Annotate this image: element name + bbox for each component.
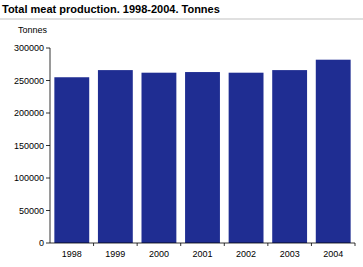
y-tick-label: 0 [39,238,44,248]
bar [185,72,220,243]
x-tick-label: 1999 [105,249,125,259]
x-tick [93,243,94,246]
y-tick-label: 300000 [14,43,44,53]
x-tick-label: 1998 [62,249,82,259]
x-tick [224,243,225,246]
y-tick [46,210,50,211]
y-tick [46,178,50,179]
x-tick-label: 2000 [149,249,169,259]
y-tick-label: 250000 [14,76,44,86]
x-tick-label: 2003 [280,249,300,259]
x-tick [311,243,312,246]
x-axis [50,243,355,244]
bar [142,73,177,243]
chart-container: Total meat production. 1998-2004. Tonnes… [0,0,363,267]
y-tick [46,80,50,81]
y-tick-label: 100000 [14,173,44,183]
y-tick-label: 150000 [14,141,44,151]
title: Total meat production. 1998-2004. Tonnes [2,3,220,15]
bar [272,70,307,243]
x-tick-label: 2004 [323,249,343,259]
bar [229,73,264,243]
x-tick [267,243,268,246]
y-tick [46,48,50,49]
y-axis-label: Tonnes [18,25,48,35]
bar [54,77,89,243]
chart: Total meat production. 1998-2004. Tonnes… [0,0,363,267]
x-tick [355,243,356,246]
y-tick [46,243,50,244]
y-tick [46,113,50,114]
bar [316,60,351,243]
x-tick-label: 2002 [236,249,256,259]
y-tick-label: 200000 [14,108,44,118]
y-tick-label: 50000 [19,206,44,216]
x-tick [137,243,138,246]
bars [54,60,350,243]
y-tick [46,145,50,146]
bar [98,70,133,243]
x-tick [180,243,181,246]
x-tick-label: 2001 [192,249,212,259]
title-rule [0,19,363,20]
